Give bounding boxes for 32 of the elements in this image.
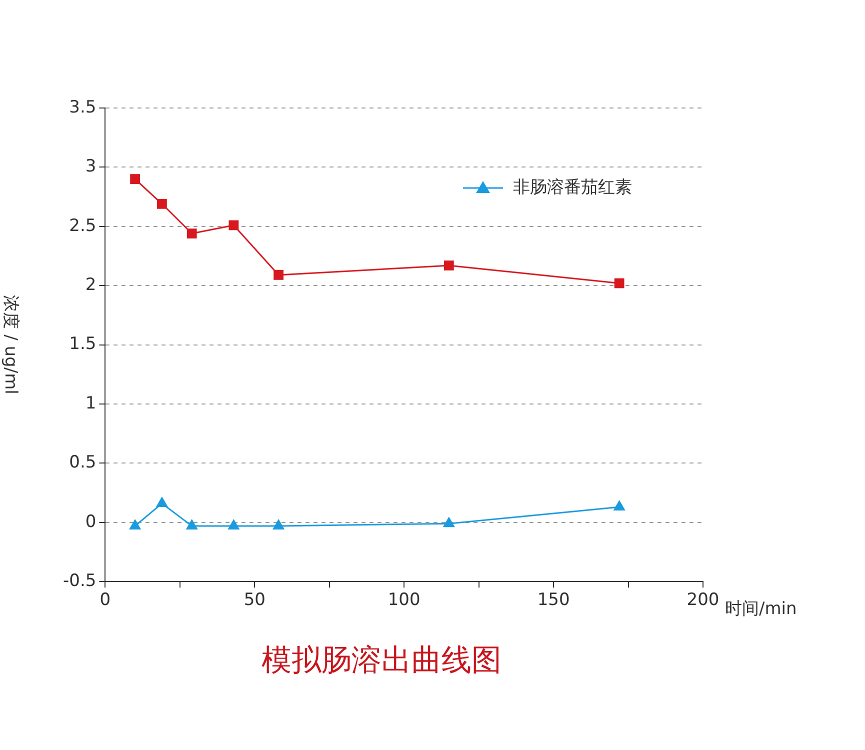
point: [442, 516, 455, 528]
y-tick-label: 0: [85, 512, 96, 532]
point: [614, 278, 624, 288]
y-tick-label: 1.5: [69, 334, 96, 354]
x-tick-label: 0: [100, 590, 111, 610]
y-tick-label: 2.5: [69, 216, 96, 236]
point: [444, 260, 454, 270]
point: [186, 228, 197, 238]
legend-label: 非肠溶番茄红素: [513, 177, 632, 198]
x-tick-label: 50: [244, 590, 266, 610]
point: [156, 496, 168, 507]
y-tick-label: 2: [85, 275, 96, 296]
x-tick-label: 200: [686, 590, 720, 610]
point: [129, 518, 142, 530]
x-tick-label: 100: [388, 590, 420, 610]
point: [130, 174, 140, 184]
y-tick-label: 3.5: [69, 97, 96, 118]
x-tick-label: 150: [537, 590, 570, 610]
y-tick-label: 0.5: [69, 452, 96, 473]
point: [613, 500, 626, 511]
point: [274, 270, 284, 280]
point: [186, 518, 198, 530]
point: [228, 220, 239, 230]
text: 模拟肠溶出曲线图: [262, 642, 502, 678]
point: [157, 198, 167, 209]
y-axis-title: 浓度 / ug/ml: [0, 295, 21, 394]
point: [272, 518, 285, 530]
x-axis-title: 时间/min: [725, 599, 797, 620]
point: [228, 518, 240, 530]
y-tick-label: -0.5: [63, 571, 96, 592]
y-tick-label: 1: [85, 393, 96, 414]
y-tick-label: 3: [85, 156, 96, 177]
